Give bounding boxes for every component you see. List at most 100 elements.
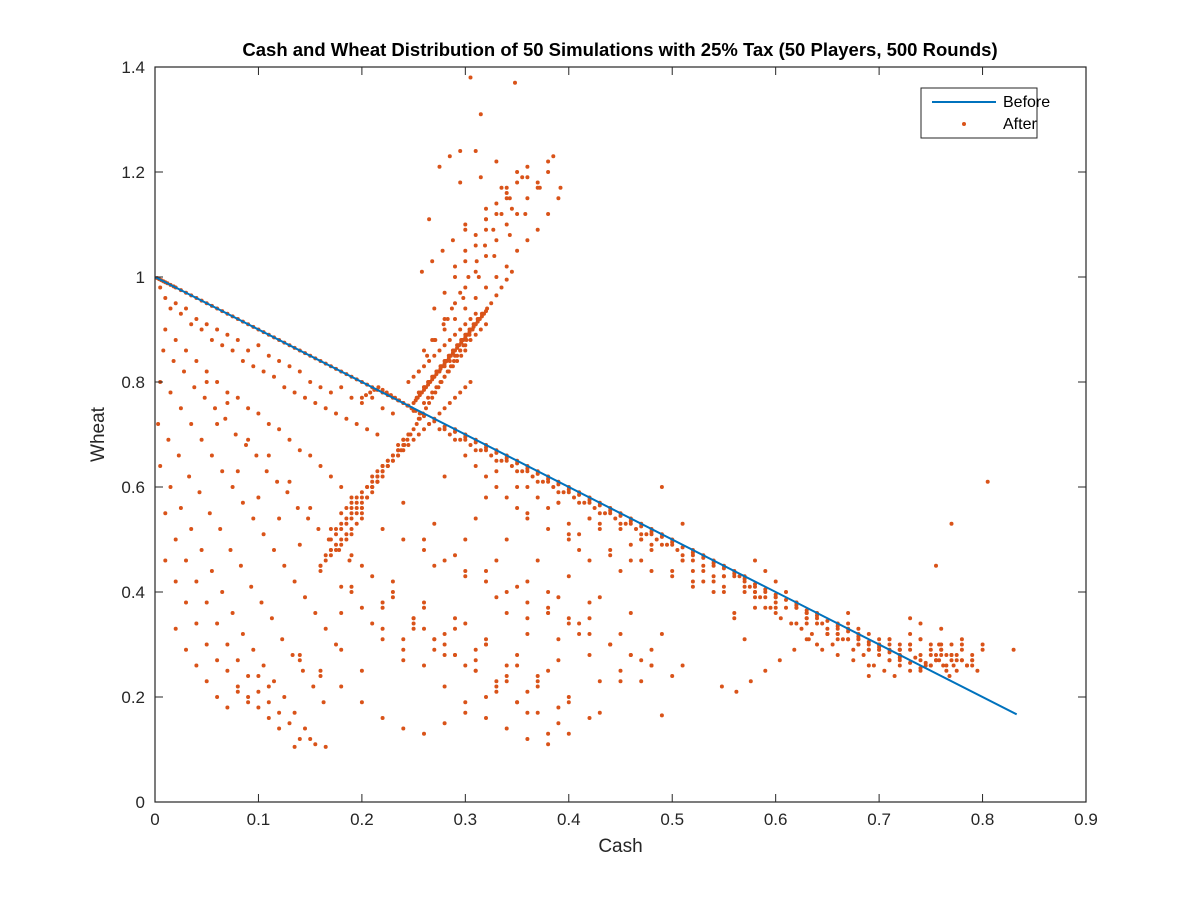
after-point <box>644 532 649 537</box>
x-tick-label: 0.7 <box>867 810 891 829</box>
after-point <box>194 317 199 321</box>
after-point <box>484 217 488 222</box>
after-point <box>556 490 561 495</box>
after-point <box>784 605 788 610</box>
after-point <box>432 521 437 526</box>
after-point <box>359 395 364 400</box>
after-point <box>773 605 778 610</box>
after-point <box>908 616 913 621</box>
after-point <box>390 590 395 594</box>
after-point <box>515 248 520 253</box>
after-point <box>504 196 509 201</box>
after-point <box>908 642 913 647</box>
after-point <box>546 506 551 510</box>
after-point <box>806 637 811 642</box>
after-point <box>447 338 452 342</box>
after-point <box>473 311 478 316</box>
after-point <box>546 170 551 174</box>
after-point <box>799 626 804 631</box>
after-point <box>535 227 540 232</box>
after-point <box>349 584 354 589</box>
after-point <box>463 710 468 715</box>
after-point <box>422 427 426 432</box>
after-point <box>264 469 269 474</box>
after-point <box>433 338 438 342</box>
after-point <box>887 658 892 663</box>
after-point <box>220 590 225 594</box>
after-point <box>184 600 188 605</box>
after-point <box>202 395 207 400</box>
after-point <box>484 637 488 642</box>
after-point <box>430 259 435 264</box>
after-point <box>339 385 344 390</box>
after-point <box>928 663 933 668</box>
after-point <box>628 558 633 563</box>
after-point <box>944 663 949 668</box>
after-point <box>478 112 483 117</box>
after-point <box>846 621 851 626</box>
after-point <box>424 406 428 411</box>
after-point <box>447 432 452 437</box>
after-point <box>504 674 509 678</box>
after-point <box>654 537 659 542</box>
after-point <box>949 642 954 647</box>
after-point <box>639 679 644 684</box>
after-point <box>815 642 819 647</box>
after-point <box>339 521 344 526</box>
after-point <box>375 479 380 484</box>
after-point <box>628 653 633 657</box>
after-point <box>478 448 483 453</box>
after-point <box>908 660 913 665</box>
after-point <box>235 395 240 400</box>
after-point <box>928 647 933 652</box>
after-point <box>835 637 840 642</box>
after-point <box>556 721 561 726</box>
after-point <box>665 542 669 547</box>
after-point <box>401 437 406 442</box>
y-tick-label: 0 <box>136 793 145 812</box>
after-point <box>277 726 282 731</box>
after-point <box>430 374 435 379</box>
after-point <box>411 408 416 413</box>
after-point <box>452 359 456 363</box>
after-point <box>473 448 478 453</box>
after-point <box>851 647 856 652</box>
after-point <box>577 532 582 537</box>
after-point <box>339 537 344 542</box>
after-point <box>194 663 199 668</box>
after-point <box>375 474 380 479</box>
after-point <box>525 579 530 584</box>
after-point <box>753 605 757 610</box>
after-point <box>468 338 473 342</box>
after-point <box>492 254 497 258</box>
after-point <box>489 301 494 306</box>
after-point <box>504 458 509 463</box>
after-point <box>949 658 954 663</box>
after-point <box>825 618 830 623</box>
after-point <box>266 700 271 705</box>
after-point <box>390 579 395 584</box>
after-point <box>359 500 364 505</box>
after-point <box>207 511 212 516</box>
after-point <box>442 558 447 563</box>
after-point <box>846 611 851 615</box>
after-point <box>442 317 447 321</box>
after-point <box>463 285 468 290</box>
after-point <box>246 700 251 705</box>
after-point <box>323 626 328 631</box>
after-point <box>416 432 421 437</box>
y-tick-label: 0.6 <box>121 478 145 497</box>
after-point <box>256 689 261 694</box>
after-point <box>282 385 287 390</box>
after-point <box>474 259 479 264</box>
after-point <box>380 600 385 605</box>
after-point <box>235 658 240 663</box>
after-point <box>597 527 602 531</box>
after-point <box>359 511 364 516</box>
after-point <box>287 479 292 484</box>
after-point <box>515 700 520 705</box>
after-point <box>163 296 168 300</box>
after-point <box>939 653 944 657</box>
after-point <box>763 590 768 594</box>
after-point <box>359 506 364 510</box>
